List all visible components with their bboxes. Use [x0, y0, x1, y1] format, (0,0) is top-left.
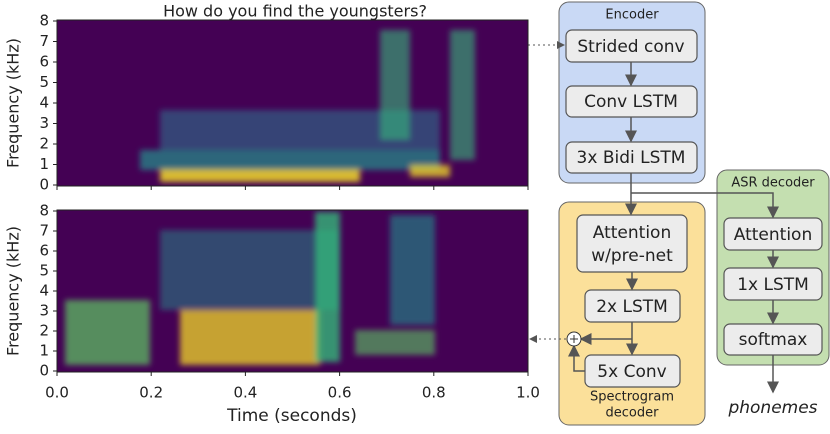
- x-axis-label: Time (seconds): [226, 406, 357, 426]
- x-tick-label: 0.2: [139, 384, 163, 402]
- figure-title: How do you find the youngsters?: [163, 2, 427, 21]
- decoder-title: Spectrogram: [590, 390, 674, 405]
- y-tick-label: 3: [39, 302, 49, 320]
- y-tick-label: 2: [39, 135, 49, 153]
- spectrogram-bottom: [57, 210, 528, 372]
- block-label: Conv LSTM: [584, 92, 678, 112]
- y-tick-label: 1: [39, 155, 49, 173]
- block-label: 3x Bidi LSTM: [577, 148, 686, 168]
- asr-decoder-title: ASR decoder: [731, 176, 815, 191]
- x-tick-label: 0.8: [422, 384, 446, 402]
- block-label: 1x LSTM: [737, 275, 809, 295]
- plus-sign: [570, 335, 578, 343]
- x-tick-label: 1.0: [516, 384, 540, 402]
- y-tick-label: 6: [39, 242, 49, 260]
- block-label: w/pre-net: [591, 246, 673, 266]
- y-tick-label: 0: [39, 362, 49, 380]
- arrow: [631, 192, 779, 219]
- y-axis-label: Frequency (kHz): [4, 226, 23, 356]
- y-tick-label: 7: [39, 222, 49, 240]
- x-tick-label: 0.0: [45, 384, 69, 402]
- block-label: Attention: [593, 223, 671, 243]
- y-tick-label: 2: [39, 322, 49, 340]
- y-tick-label: 4: [39, 282, 49, 300]
- spectrogram-top: [57, 20, 528, 186]
- block-label: 5x Conv: [597, 362, 666, 382]
- y-tick-label: 1: [39, 342, 49, 360]
- y-tick-label: 6: [39, 53, 49, 71]
- y-tick-label: 8: [39, 202, 49, 220]
- arrow: [568, 344, 585, 372]
- y-tick-label: 3: [39, 114, 49, 132]
- block-label: Strided conv: [577, 37, 684, 57]
- block-label: softmax: [739, 330, 808, 350]
- y-tick-label: 5: [39, 73, 49, 91]
- block-label: 2x LSTM: [596, 297, 668, 317]
- y-axis-label: Frequency (kHz): [4, 38, 23, 168]
- block-label: Attention: [734, 225, 812, 245]
- y-tick-label: 4: [39, 94, 49, 112]
- output-label: phonemes: [727, 398, 817, 418]
- x-tick-label: 0.4: [233, 384, 257, 402]
- encoder-title: Encoder: [605, 8, 659, 23]
- y-tick-label: 5: [39, 262, 49, 280]
- y-tick-label: 7: [39, 32, 49, 50]
- y-tick-label: 8: [39, 12, 49, 30]
- x-tick-label: 0.6: [328, 384, 352, 402]
- y-tick-label: 0: [39, 176, 49, 194]
- decoder-title: decoder: [606, 406, 660, 421]
